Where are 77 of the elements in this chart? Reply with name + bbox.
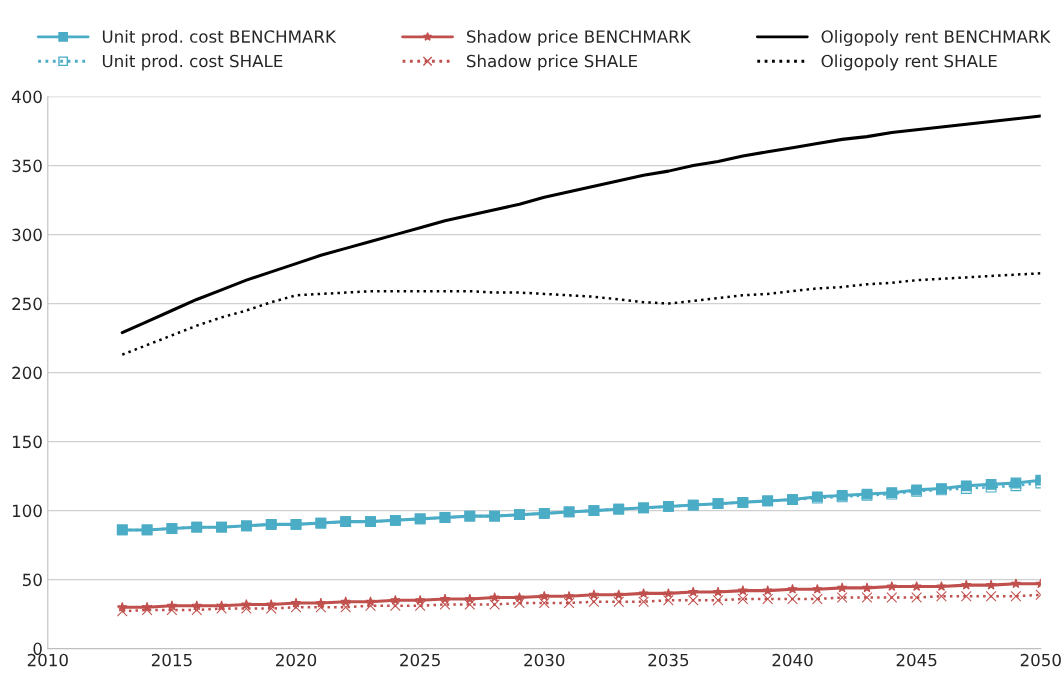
point [563,590,575,601]
point [241,603,252,614]
point [464,599,476,610]
point [588,596,600,608]
y-tick-label: 300 [12,228,42,242]
point [638,596,649,608]
point [762,585,773,596]
point [811,593,823,605]
point [415,594,426,605]
x-tick-label: 2045 [896,653,937,667]
point [737,593,749,605]
point [687,594,699,606]
point [836,592,848,603]
line-series [120,114,1041,335]
point [1010,578,1022,589]
point [613,589,624,600]
x-tick-label: 2050 [1020,653,1061,667]
y-tick-label: 50 [23,573,42,587]
x-tick-label: 2030 [524,653,565,667]
point [514,597,525,609]
line-series [121,271,1041,356]
point [861,592,873,603]
point [663,594,674,606]
y-tick-label: 350 [12,159,42,173]
point [290,597,302,608]
point [787,583,798,594]
point [812,583,823,594]
point [688,586,699,597]
point [613,596,625,608]
point [886,581,897,591]
point [861,582,873,593]
y-tick-label: 250 [12,297,42,311]
point [985,590,997,602]
point [638,588,649,598]
legend-label: Oligopoly rent SHALE [821,54,997,71]
point [837,582,848,593]
point [414,600,426,612]
point [539,590,550,601]
x-tick-label: 2015 [151,653,192,667]
y-tick-label: 100 [12,504,42,518]
x-tick-label: 2035 [648,653,689,667]
y-tick-label: 400 [11,90,42,104]
point [389,600,401,612]
point [936,581,947,591]
x-tick-label: 2040 [772,653,813,667]
point [588,589,600,600]
point [911,592,923,603]
point [762,593,774,605]
legend-label: Oligopoly rent BENCHMARK [821,29,1051,47]
y-tick-label: 150 [12,435,42,449]
point [712,594,724,606]
point [985,579,997,590]
point [787,593,798,605]
point [960,590,972,602]
legend-label: Shadow price SHALE [467,54,638,71]
point [266,599,277,609]
legend-label: Unit prod. cost SHALE [102,54,283,71]
point [489,599,501,610]
point [961,579,972,590]
point [390,594,401,605]
point [439,599,451,610]
point [1010,590,1022,602]
point [538,597,550,609]
point [712,586,724,597]
x-tick-label: 2025 [400,653,440,667]
y-tick-label: 200 [12,366,42,380]
point [563,597,575,609]
point [141,604,153,616]
point [936,590,947,602]
point [737,585,749,596]
point [911,581,922,591]
legend-label: Shadow price BENCHMARK [467,29,691,47]
legend-label: Unit prod. cost BENCHMARK [102,29,337,47]
point [116,605,128,617]
x-tick-label: 2020 [276,653,317,667]
point [663,588,674,598]
point [886,592,898,603]
